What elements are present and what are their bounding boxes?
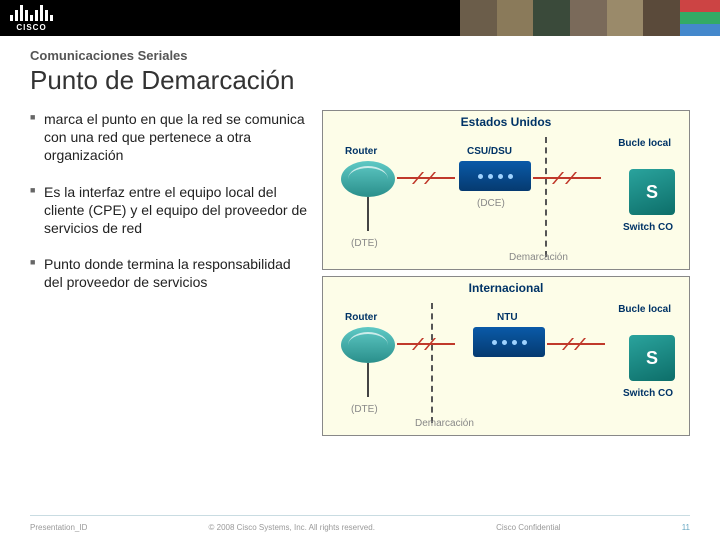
demarcation-line: [431, 303, 433, 423]
dte-label: (DTE): [351, 238, 378, 249]
serial-link-icon: [533, 177, 601, 179]
copyright: © 2008 Cisco Systems, Inc. All rights re…: [209, 523, 375, 532]
kicker-text: Comunicaciones Seriales: [30, 48, 690, 63]
csu-icon: [459, 161, 531, 191]
demarc-label: Demarcación: [509, 252, 568, 263]
v-connector: [367, 197, 369, 231]
demarcation-line: [545, 137, 547, 257]
switch-label: Switch CO: [623, 222, 673, 233]
footer: Presentation_ID © 2008 Cisco Systems, In…: [0, 523, 720, 532]
ntu-device: NTU: [473, 327, 545, 357]
diagram-us: Estados Unidos Router (DTE) CSU/DSU (DCE…: [322, 110, 690, 270]
switch-icon: S: [629, 335, 675, 381]
v-connector: [367, 363, 369, 397]
router-label: Router: [345, 146, 377, 157]
csu-device: CSU/DSU (DCE): [459, 161, 531, 191]
presentation-id: Presentation_ID: [30, 523, 87, 532]
confidential-label: Cisco Confidential: [496, 523, 560, 532]
router-label: Router: [345, 312, 377, 323]
bullet-item: Es la interfaz entre el equipo local del…: [30, 183, 310, 238]
ntu-icon: [473, 327, 545, 357]
router-device: Router (DTE): [341, 327, 395, 363]
cisco-logo: CISCO: [10, 3, 53, 32]
top-bar: CISCO: [0, 0, 720, 36]
router-device: Router (DTE): [341, 161, 395, 197]
router-icon: [341, 161, 395, 197]
bullet-list: marca el punto en que la red se comunica…: [30, 110, 310, 436]
page-number: 11: [682, 523, 690, 532]
diagram-intl: Internacional Router (DTE) Demarcación N…: [322, 276, 690, 436]
switch-device: S Switch CO: [629, 335, 675, 381]
content-area: Comunicaciones Seriales Punto de Demarca…: [0, 36, 720, 436]
diagram-title: Internacional: [469, 281, 544, 295]
switch-icon: S: [629, 169, 675, 215]
body-row: marca el punto en que la red se comunica…: [30, 110, 690, 436]
deco-strip: [680, 0, 720, 36]
dce-label: (DCE): [477, 198, 505, 209]
diagrams-column: Estados Unidos Router (DTE) CSU/DSU (DCE…: [322, 110, 690, 436]
switch-device: S Switch CO: [629, 169, 675, 215]
demarc-label: Demarcación: [415, 418, 474, 429]
router-icon: [341, 327, 395, 363]
loop-label: Bucle local: [618, 138, 671, 149]
page-title: Punto de Demarcación: [30, 65, 690, 96]
brand-text: CISCO: [16, 23, 46, 32]
serial-link-icon: [397, 177, 455, 179]
ntu-label: NTU: [497, 312, 518, 323]
dte-label: (DTE): [351, 404, 378, 415]
csu-label: CSU/DSU: [467, 146, 512, 157]
bullet-item: marca el punto en que la red se comunica…: [30, 110, 310, 165]
photo-strip: [460, 0, 680, 36]
switch-label: Switch CO: [623, 388, 673, 399]
serial-link-icon: [547, 343, 605, 345]
serial-link-icon: [397, 343, 455, 345]
diagram-title: Estados Unidos: [461, 115, 552, 129]
logo-bars: [10, 3, 53, 21]
bullet-item: Punto donde termina la responsabilidad d…: [30, 255, 310, 291]
loop-label: Bucle local: [618, 304, 671, 315]
footer-rule: [30, 515, 690, 516]
